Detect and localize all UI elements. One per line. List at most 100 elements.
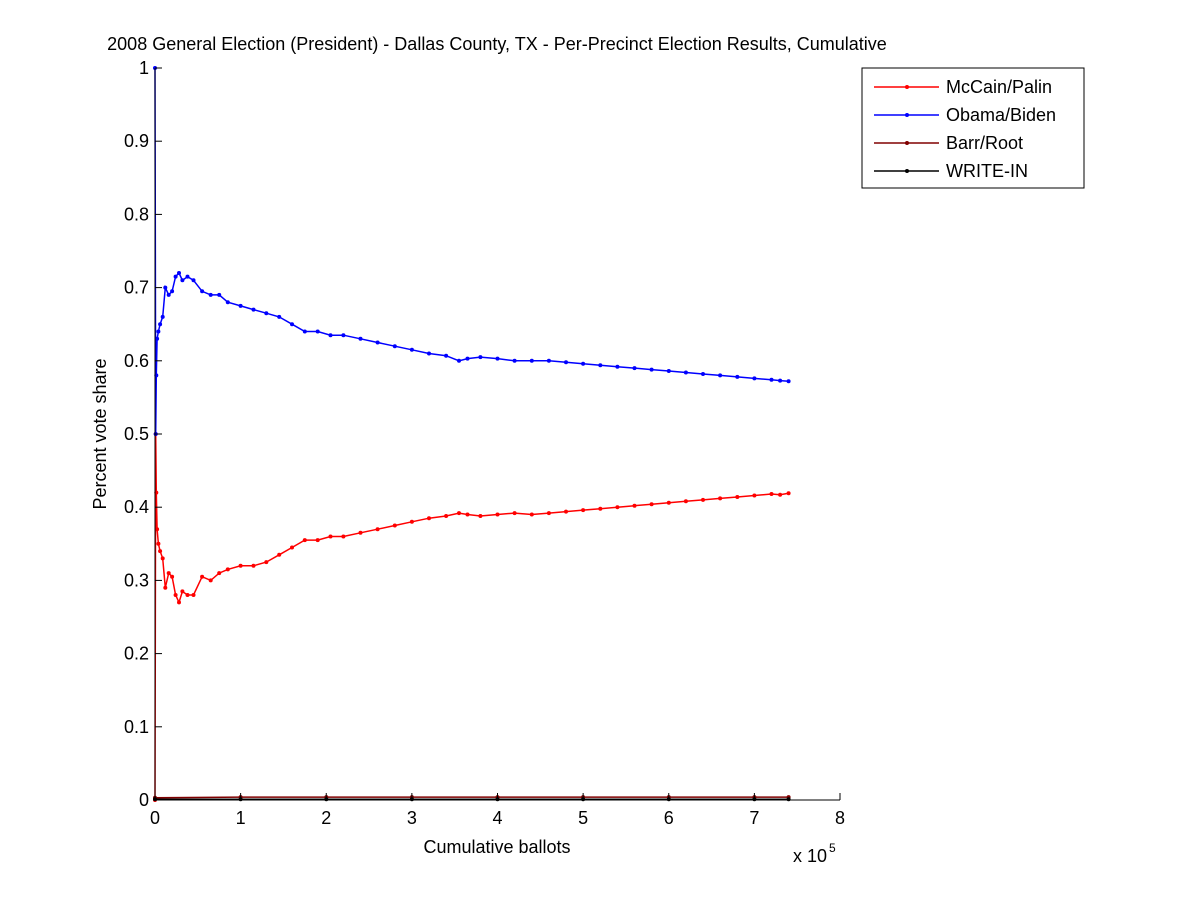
data-point xyxy=(666,369,671,373)
data-point xyxy=(225,567,230,572)
data-point xyxy=(375,527,380,532)
data-point xyxy=(264,311,269,316)
data-point xyxy=(358,530,363,535)
series-mccain-palin xyxy=(153,432,791,802)
data-point xyxy=(170,289,175,294)
data-point xyxy=(160,556,165,561)
data-point xyxy=(615,505,620,510)
legend-label: McCain/Palin xyxy=(946,77,1052,97)
data-point xyxy=(649,502,654,507)
data-point xyxy=(185,593,190,597)
data-point xyxy=(251,307,256,312)
data-point xyxy=(701,497,705,502)
data-point xyxy=(200,289,205,294)
legend-marker xyxy=(905,141,909,145)
data-point xyxy=(495,356,500,361)
y-tick-label: 0.8 xyxy=(124,204,149,224)
data-point xyxy=(166,292,171,297)
data-point xyxy=(683,499,688,504)
data-point xyxy=(457,511,461,516)
y-tick-label: 0.6 xyxy=(124,351,149,371)
data-point xyxy=(598,363,603,368)
chart-title: 2008 General Election (President) - Dall… xyxy=(107,34,887,54)
data-point xyxy=(238,303,243,308)
y-tick-label: 0.9 xyxy=(124,131,149,151)
data-point xyxy=(163,585,168,590)
data-point xyxy=(185,274,190,279)
data-point xyxy=(177,271,181,275)
x-tick-label: 7 xyxy=(749,808,759,828)
data-point xyxy=(180,278,185,283)
data-point xyxy=(328,534,333,539)
data-point xyxy=(546,358,551,363)
data-point xyxy=(465,356,470,361)
y-axis-label: Percent vote share xyxy=(90,358,110,509)
data-point xyxy=(718,496,723,501)
x-multiplier-exponent: 5 xyxy=(829,841,836,855)
data-point xyxy=(166,571,171,576)
data-point xyxy=(632,503,637,508)
data-point xyxy=(315,329,320,334)
y-tick-label: 1 xyxy=(139,58,149,78)
data-point xyxy=(529,512,534,517)
data-point xyxy=(427,516,431,521)
legend-item: Obama/Biden xyxy=(874,105,1056,125)
data-point xyxy=(392,344,397,349)
data-point xyxy=(173,593,178,597)
x-multiplier-base: x 10 xyxy=(793,846,827,866)
data-point xyxy=(778,378,783,383)
data-point xyxy=(564,360,568,365)
data-point xyxy=(427,351,431,356)
y-axis: 0 0.1 0.2 0.3 0.4 0.5 0.6 0.7 0.8 0.9 1 xyxy=(124,58,162,810)
data-point xyxy=(170,574,175,579)
legend-item: McCain/Palin xyxy=(874,77,1052,97)
legend-label: WRITE-IN xyxy=(946,161,1028,181)
data-point xyxy=(225,300,230,305)
data-point xyxy=(465,512,470,517)
x-tick-label: 4 xyxy=(492,808,502,828)
data-point xyxy=(581,361,586,366)
legend-label: Obama/Biden xyxy=(946,105,1056,125)
data-point xyxy=(341,333,346,338)
data-point xyxy=(769,377,774,382)
data-point xyxy=(529,358,534,363)
data-point xyxy=(156,329,161,334)
data-point xyxy=(752,493,757,498)
data-point xyxy=(160,314,165,319)
series-line xyxy=(154,433,789,801)
data-point xyxy=(264,560,269,565)
legend-label: Barr/Root xyxy=(946,133,1023,153)
x-axis-multiplier: x 10 5 xyxy=(793,841,836,866)
data-point xyxy=(409,519,414,524)
data-point xyxy=(173,274,178,279)
data-point xyxy=(302,538,307,543)
data-point xyxy=(375,340,380,345)
data-point xyxy=(328,333,333,338)
data-point xyxy=(277,552,282,557)
data-point xyxy=(155,527,160,532)
data-point xyxy=(495,512,500,517)
data-point xyxy=(163,285,168,290)
data-point xyxy=(615,364,620,369)
data-point xyxy=(251,563,256,568)
data-point xyxy=(735,374,740,379)
data-point xyxy=(238,563,243,568)
data-point xyxy=(358,336,363,341)
data-point xyxy=(546,511,551,516)
y-tick-label: 0.3 xyxy=(124,570,149,590)
y-tick-label: 0.5 xyxy=(124,424,149,444)
data-point xyxy=(786,491,791,496)
data-point xyxy=(769,492,774,496)
data-point xyxy=(155,336,160,341)
data-point xyxy=(598,506,603,511)
data-point xyxy=(341,534,346,539)
data-point xyxy=(778,492,783,497)
data-point xyxy=(409,347,414,352)
data-point xyxy=(208,578,213,583)
data-point xyxy=(290,322,294,327)
data-point xyxy=(158,322,163,327)
legend-item: WRITE-IN xyxy=(874,161,1028,181)
data-point xyxy=(478,514,483,518)
series-line xyxy=(154,796,789,799)
data-point xyxy=(649,367,654,372)
